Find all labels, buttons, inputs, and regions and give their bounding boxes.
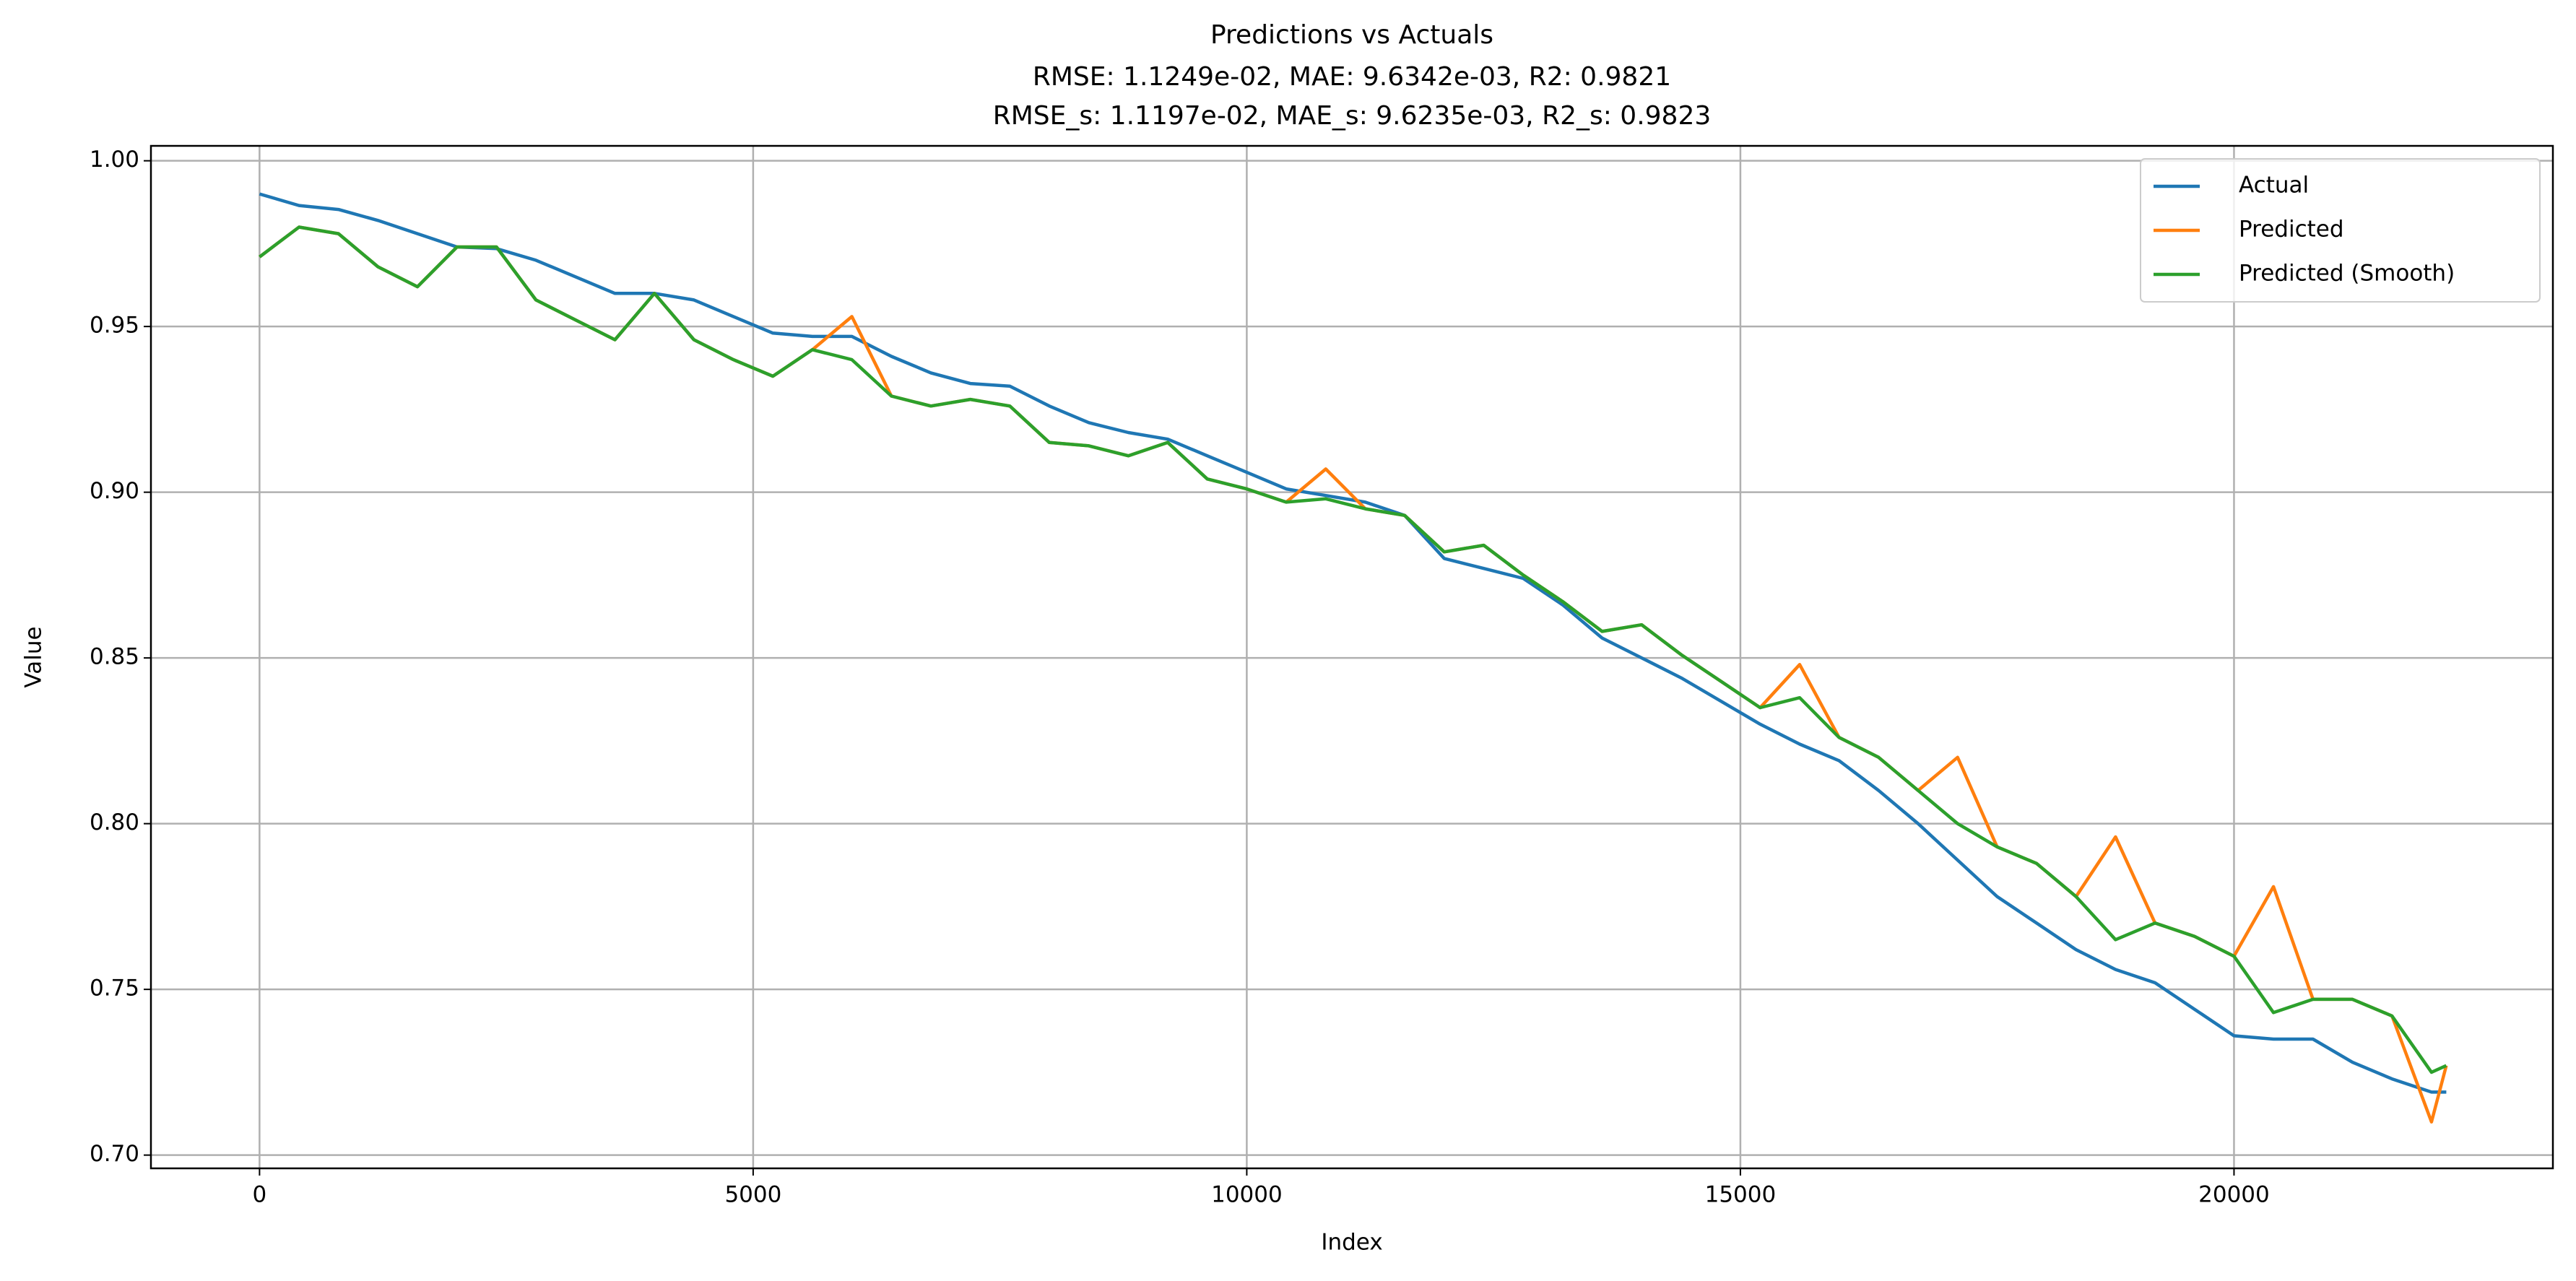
series-line [259,225,2447,1074]
chart-subtitle: RMSE_s: 1.1197e-02, MAE_s: 9.6235e-03, R… [993,101,1712,131]
y-tick-label: 0.80 [90,809,139,835]
y-axis-label: Value [21,626,47,687]
legend-label: Actual [2239,173,2309,199]
legend-label: Predicted [2239,217,2344,243]
x-tick-label: 15000 [1705,1182,1777,1208]
chart-subtitle: RMSE: 1.1249e-02, MAE: 9.6342e-03, R2: 0… [1033,62,1671,92]
y-tick-label: 0.85 [90,644,139,670]
legend-box [2140,158,2541,303]
y-tick-label: 0.90 [90,478,139,504]
x-axis-label: Index [1321,1230,1382,1256]
series-line [259,192,2447,1094]
legend-label: Predicted (Smooth) [2239,261,2455,287]
x-tick-label: 10000 [1211,1182,1283,1208]
x-tick-label: 20000 [2198,1182,2270,1208]
x-tick-label: 5000 [724,1182,781,1208]
y-tick-label: 0.95 [90,313,139,339]
y-tick-label: 1.00 [90,147,139,173]
y-tick-label: 0.70 [90,1141,139,1167]
plot-frame [149,144,2554,1170]
chart-title: Predictions vs Actuals [1210,20,1493,50]
y-tick-label: 0.75 [90,976,139,1002]
x-tick-label: 0 [253,1182,267,1208]
